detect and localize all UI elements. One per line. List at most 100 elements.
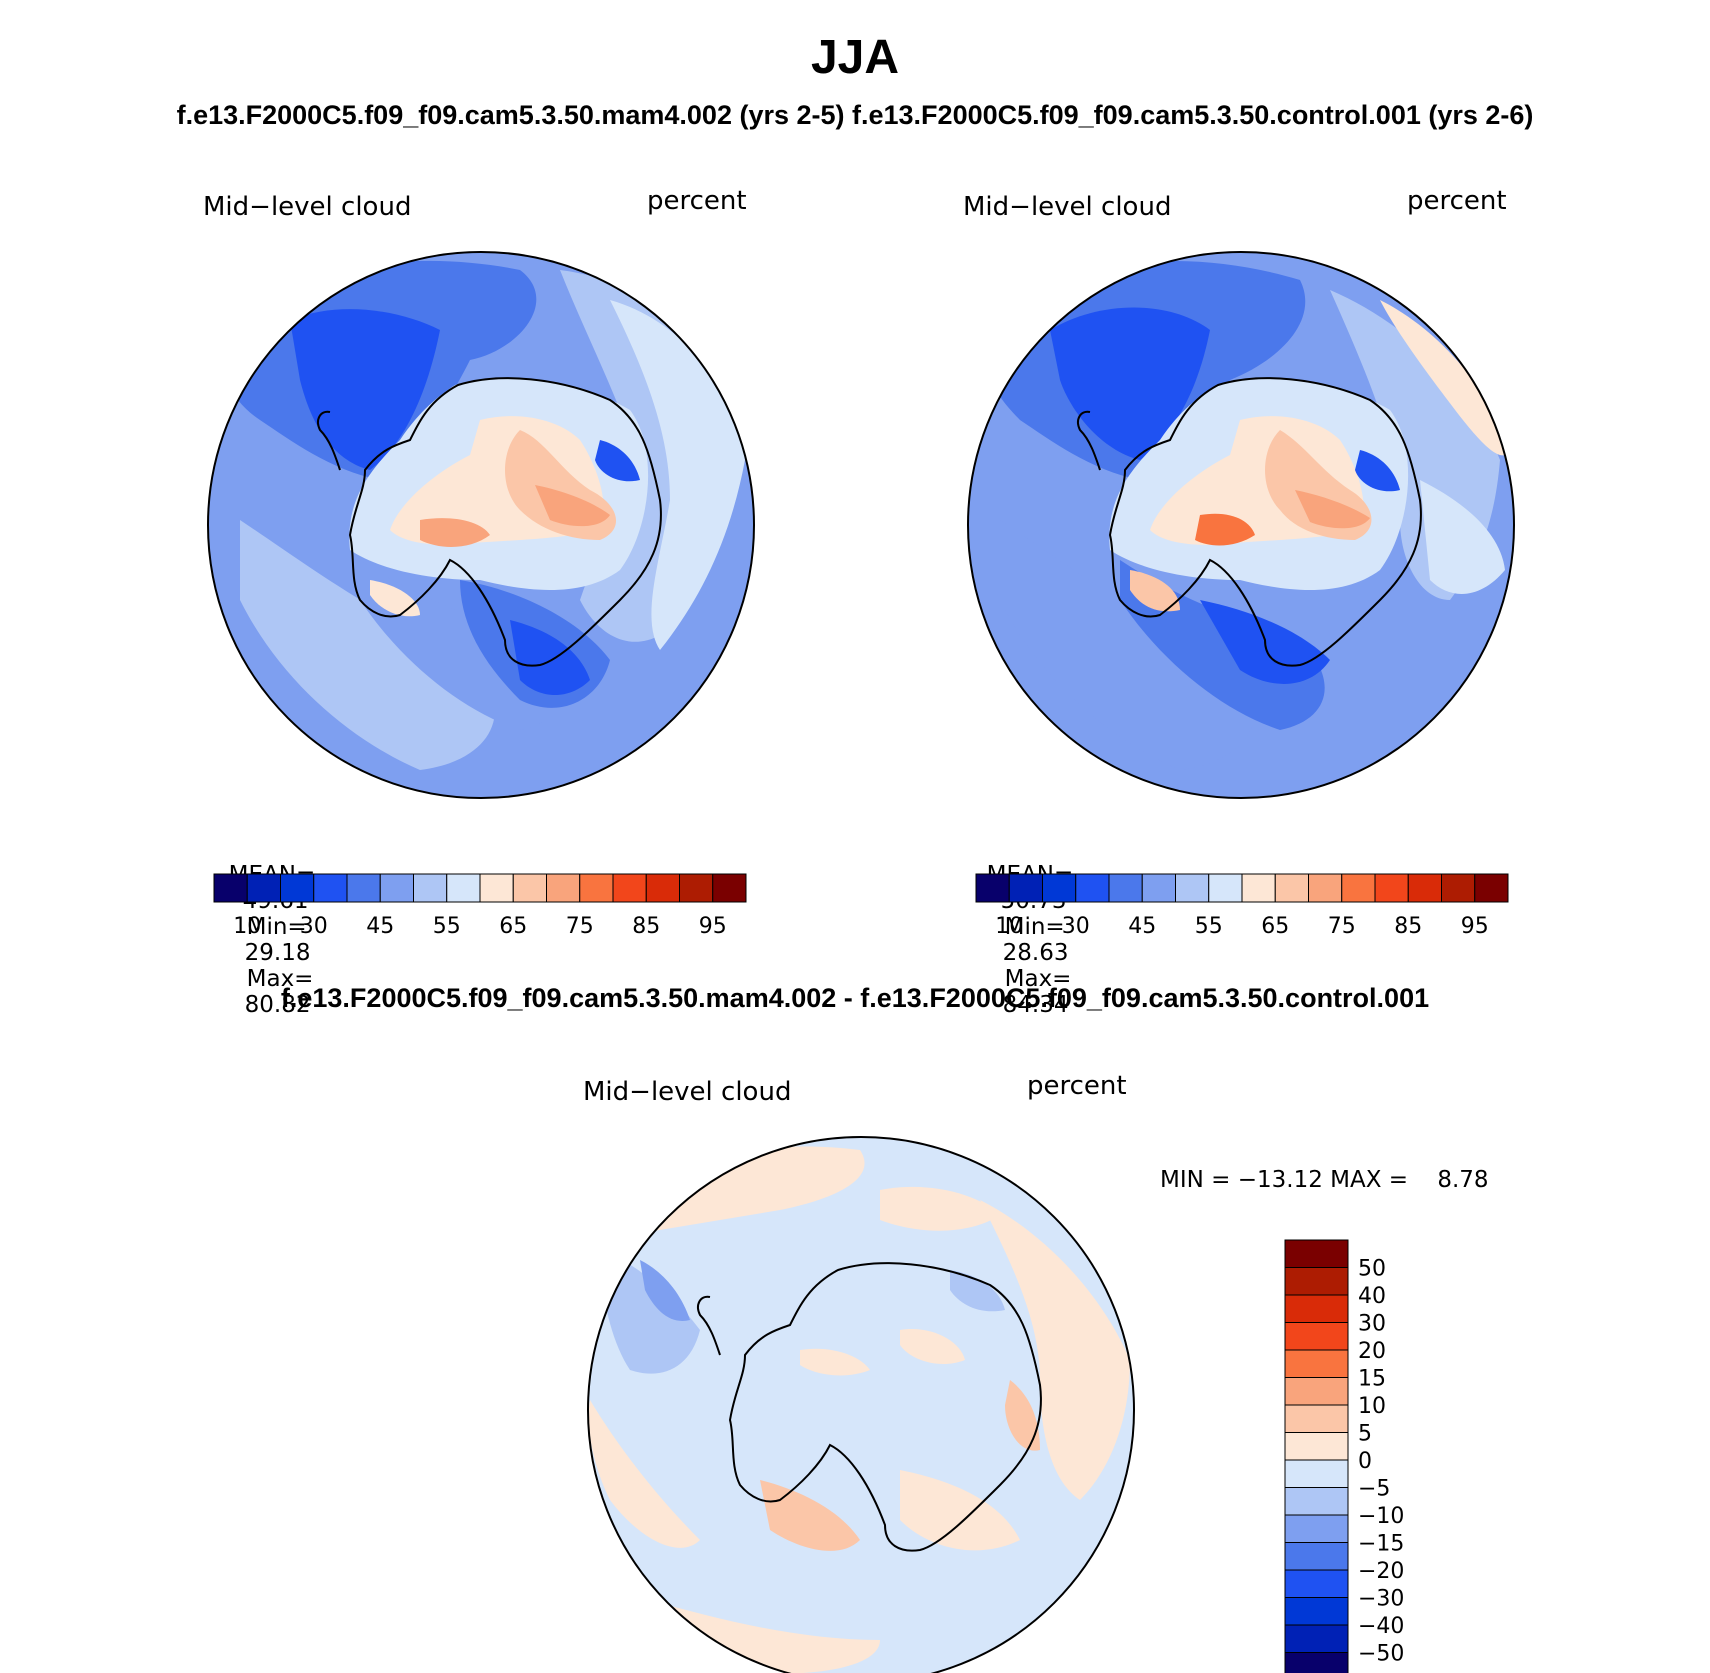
panel3-map-border xyxy=(587,1136,1135,1673)
panel3-colorbar-swatch xyxy=(1284,1267,1349,1296)
panel2-colorbar-swatch xyxy=(975,873,1010,903)
panel2-colorbar-swatch xyxy=(1108,873,1143,903)
panel2-colorbar-tick-label: 75 xyxy=(1328,914,1356,939)
panel3-colorbar-swatch xyxy=(1284,1624,1349,1653)
panel3-colorbar-tick-label: 5 xyxy=(1358,1422,1372,1447)
panel2-colorbar-swatch xyxy=(1308,873,1343,903)
panel1-colorbar-tick-label: 10 xyxy=(233,914,261,939)
panel3-colorbar-tick-label: 40 xyxy=(1358,1284,1386,1309)
panel1-min-value: 29.18 xyxy=(244,940,311,966)
panel3-units-label: percent xyxy=(1027,1071,1127,1101)
panel2-colorbar-swatch xyxy=(1075,873,1110,903)
panel1-colorbar-tick-label: 95 xyxy=(699,914,727,939)
panel2-variable-label: Mid−level cloud xyxy=(963,192,1172,222)
panel3-stats: MIN = −13.12 MAX = 8.78 xyxy=(1160,1167,1489,1193)
panel3-coastline xyxy=(728,1262,1042,1552)
panel2-colorbar-swatch xyxy=(1241,873,1276,903)
panel2-colorbar-tick-label: 55 xyxy=(1195,914,1223,939)
panel2-max-label: Max= xyxy=(1004,966,1072,992)
panel3-colorbar-swatch xyxy=(1284,1597,1349,1626)
panel3-colorbar-swatch xyxy=(1284,1294,1349,1323)
case-subtitle: f.e13.F2000C5.f09_f09.cam5.3.50.mam4.002… xyxy=(176,100,1534,130)
panel2-colorbar: 10 30 45 55 65 75 85 95 xyxy=(975,873,1509,939)
panel1-colorbar-swatch xyxy=(446,873,481,903)
panel3-polar-map xyxy=(587,1136,1135,1673)
panel1-colorbar: 10 30 45 55 65 75 85 95 xyxy=(213,873,747,939)
panel3-colorbar-tick-label: −20 xyxy=(1358,1559,1404,1584)
panel3-colorbar-swatch xyxy=(1284,1377,1349,1406)
panel2-colorbar-swatch xyxy=(1208,873,1243,903)
panel1-colorbar-swatch xyxy=(479,873,514,903)
panel3-colorbar-tick-label: 30 xyxy=(1358,1312,1386,1337)
panel2-colorbar-swatch xyxy=(1341,873,1376,903)
panel2-coastline xyxy=(1108,377,1422,667)
panel3-colorbar-swatch xyxy=(1284,1569,1349,1598)
panel3-colorbar-tick-label: 15 xyxy=(1358,1367,1386,1392)
panel2-units-label: percent xyxy=(1407,186,1507,216)
panel1-colorbar-tick-label: 30 xyxy=(300,914,328,939)
panel1-colorbar-tick-label: 85 xyxy=(632,914,660,939)
panel1-colorbar-swatch xyxy=(213,873,248,903)
panel1-colorbar-swatch xyxy=(546,873,581,903)
panel2-polar-map xyxy=(967,251,1515,799)
panel1-colorbar-swatch xyxy=(612,873,647,903)
panel3-colorbar-swatch xyxy=(1284,1239,1349,1268)
panel1-colorbar-swatch xyxy=(579,873,614,903)
difference-title: f.e13.F2000C5.f09_f09.cam5.3.50.mam4.002… xyxy=(280,983,1430,1013)
panel1-colorbar-tick-label: 45 xyxy=(366,914,394,939)
panel1-polar-map xyxy=(207,251,755,799)
panel1-min-label: Min= xyxy=(246,914,307,940)
panel2-colorbar-swatch xyxy=(1141,873,1176,903)
panel3-colorbar-tick-label: 20 xyxy=(1358,1339,1386,1364)
panel2-min-label: Min= xyxy=(1004,914,1065,940)
panel2-colorbar-swatch xyxy=(1042,873,1077,903)
panel3-colorbar-tick-label: −5 xyxy=(1358,1477,1390,1502)
panel1-colorbar-swatch xyxy=(246,873,281,903)
panel3-colorbar-swatch xyxy=(1284,1459,1349,1488)
panel3-colorbar-swatch xyxy=(1284,1514,1349,1543)
panel2-colorbar-tick-label: 45 xyxy=(1128,914,1156,939)
panel3-colorbar-tick-label: 0 xyxy=(1358,1449,1372,1474)
panel2-map-border xyxy=(967,251,1515,799)
panel2-colorbar-tick-label: 85 xyxy=(1394,914,1422,939)
panel1-colorbar-tick-label: 65 xyxy=(499,914,527,939)
panel2-colorbar-tick-label: 95 xyxy=(1461,914,1489,939)
panel2-colorbar-swatch xyxy=(1008,873,1043,903)
panel3-colorbar-tick-label: 10 xyxy=(1358,1394,1386,1419)
panel2-colorbar-tick-label: 30 xyxy=(1062,914,1090,939)
panel1-units-label: percent xyxy=(647,186,747,216)
panel1-max-value: 80.82 xyxy=(244,992,311,1018)
panel2-colorbar-swatch xyxy=(1407,873,1442,903)
panel1-colorbar-swatch xyxy=(679,873,714,903)
panel3-colorbar-swatch xyxy=(1284,1322,1349,1351)
panel1-colorbar-swatch xyxy=(512,873,547,903)
panel1-coastline xyxy=(348,377,662,667)
panel1-colorbar-tick-label: 75 xyxy=(566,914,594,939)
panel3-colorbar-swatch xyxy=(1284,1652,1349,1673)
panel1-colorbar-swatch xyxy=(280,873,315,903)
panel3-colorbar-swatch xyxy=(1284,1432,1349,1461)
panel1-colorbar-swatch xyxy=(346,873,381,903)
panel1-colorbar-swatch xyxy=(712,873,747,903)
panel3-colorbar-tick-label: −15 xyxy=(1358,1532,1404,1557)
panel1-colorbar-swatch xyxy=(645,873,680,903)
panel1-max-label: Max= xyxy=(246,966,314,992)
panel3-colorbar-swatch xyxy=(1284,1404,1349,1433)
figure-title: JJA xyxy=(810,31,900,84)
panel3-colorbar-tick-label: 50 xyxy=(1358,1257,1386,1282)
panel3-colorbar-tick-label: −40 xyxy=(1358,1614,1404,1639)
panel2-colorbar-swatch xyxy=(1441,873,1476,903)
panel3-colorbar-swatch xyxy=(1284,1542,1349,1571)
panel2-min-value: 28.63 xyxy=(1002,940,1069,966)
panel2-colorbar-swatch xyxy=(1175,873,1210,903)
panel1-colorbar-swatch xyxy=(313,873,348,903)
panel1-colorbar-tick-label: 55 xyxy=(433,914,461,939)
panel1-colorbar-swatch xyxy=(413,873,448,903)
panel2-colorbar-tick-label: 10 xyxy=(995,914,1023,939)
panel1-colorbar-swatch xyxy=(379,873,414,903)
panel2-colorbar-swatch xyxy=(1374,873,1409,903)
panel2-colorbar-swatch xyxy=(1474,873,1509,903)
panel2-max-value: 84.34 xyxy=(1002,992,1069,1018)
